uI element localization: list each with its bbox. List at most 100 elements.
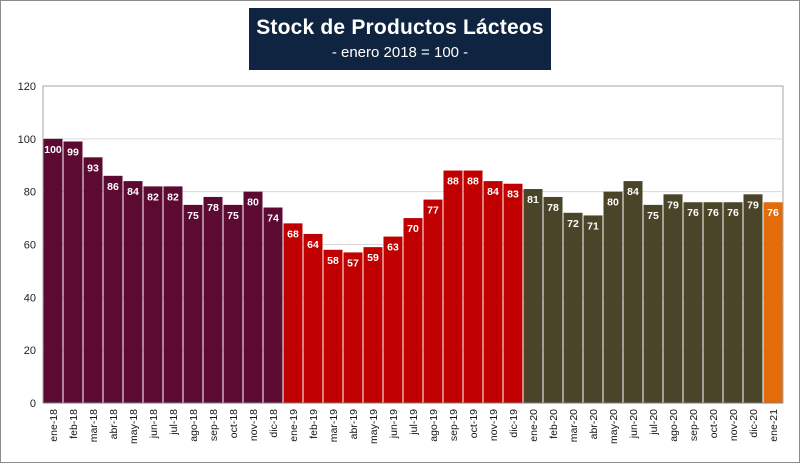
- x-tick-label: dic-19: [508, 409, 520, 438]
- bar: [563, 212, 583, 403]
- x-axis-ticks: ene-18 feb-18 mar-18 abr-18 may-18 jun-18 jul-…: [48, 409, 780, 444]
- data-label: 84: [127, 186, 139, 198]
- data-label: 93: [87, 162, 99, 174]
- bar: [503, 183, 523, 403]
- data-label: 84: [627, 186, 639, 198]
- x-tick-label: mar-20: [568, 409, 580, 442]
- bar: [403, 218, 423, 403]
- bar: [223, 204, 243, 403]
- bar: [483, 181, 503, 403]
- data-label: 80: [607, 197, 619, 209]
- data-labels: 100 99 93 86 84 82 82 75 78 75 80 74 68 64 58 57 59 63 70 7…: [44, 144, 779, 270]
- data-label: 70: [407, 223, 419, 235]
- data-label: 72: [567, 218, 579, 230]
- x-tick-label: sep-19: [448, 409, 460, 441]
- bar: [143, 186, 163, 403]
- x-tick-label: feb-18: [68, 409, 80, 439]
- data-label: 81: [527, 194, 539, 206]
- bar: [123, 181, 143, 403]
- y-tick-label: 80: [24, 187, 36, 199]
- data-label: 78: [547, 202, 559, 214]
- data-label: 84: [487, 186, 499, 198]
- bar: [743, 194, 763, 403]
- bar: [303, 233, 323, 403]
- bar: [343, 252, 363, 403]
- data-label: 63: [387, 242, 399, 254]
- data-label: 75: [647, 210, 659, 222]
- chart-title: Stock de Productos Lácteos: [256, 16, 544, 39]
- data-label: 59: [367, 252, 379, 264]
- x-tick-label: jul-20: [648, 409, 660, 436]
- bar: [203, 196, 223, 403]
- x-tick-label: abr-19: [348, 409, 360, 440]
- bar: [723, 202, 743, 403]
- bar: [663, 194, 683, 403]
- x-tick-label: jul-18: [168, 409, 180, 436]
- y-tick-label: 40: [24, 292, 36, 304]
- data-label: 76: [707, 207, 719, 219]
- bar: [103, 175, 123, 403]
- bar: [183, 204, 203, 403]
- bar: [43, 138, 63, 404]
- x-tick-label: abr-18: [108, 409, 120, 440]
- bar: [283, 223, 303, 403]
- x-tick-label: oct-18: [228, 409, 240, 438]
- data-label: 77: [427, 205, 439, 217]
- x-tick-label: jul-19: [408, 409, 420, 436]
- bar: [323, 249, 343, 403]
- data-label: 76: [767, 207, 779, 219]
- x-tick-label: nov-19: [488, 409, 500, 441]
- x-tick-label: may-20: [608, 409, 620, 444]
- bar: [703, 202, 723, 403]
- data-label: 80: [247, 197, 259, 209]
- data-label: 78: [207, 202, 219, 214]
- data-label: 57: [347, 257, 359, 269]
- data-label: 58: [327, 255, 339, 267]
- bar: [243, 191, 263, 403]
- x-tick-label: feb-20: [548, 409, 560, 439]
- x-tick-label: ene-18: [48, 409, 60, 442]
- x-tick-label: ago-20: [668, 409, 680, 442]
- data-label: 75: [227, 210, 239, 222]
- x-tick-label: jun-19: [388, 409, 400, 439]
- data-label: 100: [44, 144, 62, 156]
- x-tick-label: sep-20: [688, 409, 700, 441]
- data-label: 64: [307, 239, 319, 251]
- y-axis-ticks: 0 20 40 60 80 100 120: [18, 81, 36, 410]
- x-tick-label: nov-20: [728, 409, 740, 441]
- data-label: 88: [467, 176, 479, 188]
- x-tick-label: ene-21: [768, 409, 780, 442]
- x-tick-label: oct-19: [468, 409, 480, 438]
- x-tick-label: mar-18: [88, 409, 100, 442]
- chart-title-box: Stock de Productos Lácteos - enero 2018 …: [249, 8, 551, 70]
- data-label: 88: [447, 176, 459, 188]
- bar: [163, 186, 183, 403]
- bar: [463, 170, 483, 403]
- bar: [83, 157, 103, 403]
- x-tick-label: sep-18: [208, 409, 220, 441]
- x-tick-label: ene-20: [528, 409, 540, 442]
- data-label: 76: [727, 207, 739, 219]
- data-label: 75: [187, 210, 199, 222]
- x-tick-label: oct-20: [708, 409, 720, 438]
- x-tick-label: jun-18: [148, 409, 160, 439]
- x-tick-label: feb-19: [308, 409, 320, 439]
- x-tick-label: ene-19: [288, 409, 300, 442]
- y-tick-label: 20: [24, 345, 36, 357]
- y-tick-label: 0: [30, 398, 36, 410]
- data-label: 82: [167, 191, 179, 203]
- bars: [43, 138, 783, 404]
- x-tick-label: jun-20: [628, 409, 640, 439]
- chart-subtitle: - enero 2018 = 100 -: [331, 44, 469, 61]
- data-label: 86: [107, 181, 119, 193]
- data-label: 83: [507, 189, 519, 201]
- x-tick-label: mar-19: [328, 409, 340, 442]
- bar: [423, 199, 443, 403]
- bar: [643, 204, 663, 403]
- bar: [603, 191, 623, 403]
- data-label: 76: [687, 207, 699, 219]
- x-tick-label: nov-18: [248, 409, 260, 441]
- bar: [363, 247, 383, 403]
- bar: [63, 141, 83, 403]
- x-tick-label: may-18: [128, 409, 140, 444]
